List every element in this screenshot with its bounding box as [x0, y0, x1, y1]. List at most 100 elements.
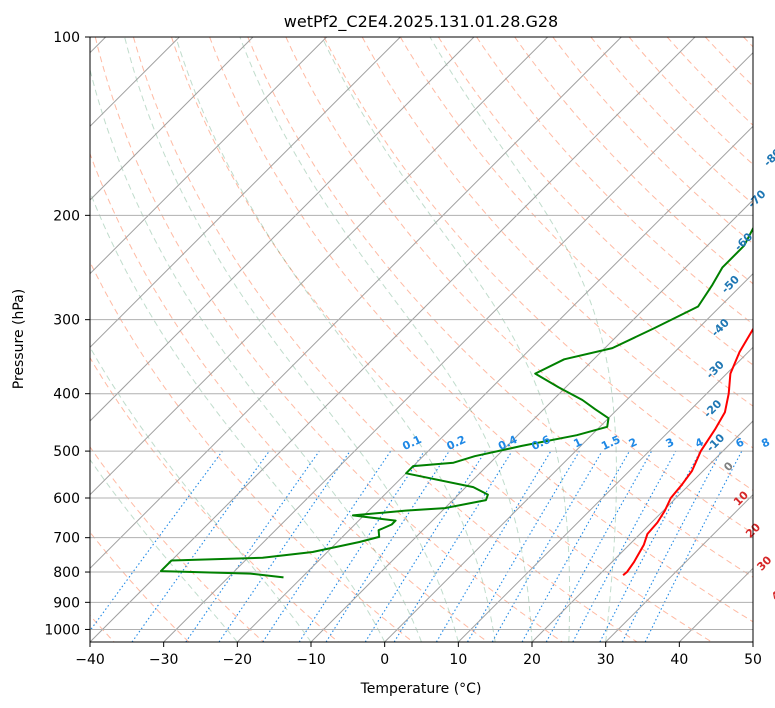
dewpoint-line [159, 226, 753, 579]
y-tick-label: 100 [53, 30, 80, 46]
dry-adiabat [90, 152, 488, 642]
background-lines [90, 37, 753, 642]
mixing-ratio-label: 1 [572, 435, 584, 450]
dry-adiabat-label: 30 [754, 553, 774, 573]
isotherm [90, 37, 328, 275]
mixing-ratio-label: 1.5 [599, 433, 622, 453]
mixing-ratio-line [90, 450, 223, 632]
dry-adiabat-label: -60 [732, 230, 755, 253]
isotherm [163, 51, 753, 642]
moist-adiabat [429, 37, 617, 642]
moist-adiabat [239, 37, 533, 642]
y-tick-label: 200 [53, 208, 80, 224]
dry-adiabat [247, 37, 753, 578]
mixing-ratio-label: 0.6 [529, 433, 552, 453]
moist-adiabat [175, 37, 496, 642]
mixing-ratio-line [644, 450, 743, 642]
mixing-ratio-line [545, 450, 653, 642]
x-tick-label: 30 [597, 652, 615, 668]
mixing-ratio-line [262, 450, 392, 642]
dry-adiabat [476, 37, 753, 325]
mixing-ratio-line [364, 450, 486, 642]
mixing-ratio-line [325, 450, 450, 642]
dry-adiabat [285, 37, 753, 535]
x-tick-label: 50 [744, 652, 762, 668]
y-tick-label: 500 [53, 444, 80, 460]
moist-adiabat [90, 190, 386, 642]
dry-adiabat [90, 531, 190, 642]
isotherm [310, 199, 753, 642]
dry-adiabat-label: -80 [761, 146, 775, 169]
x-tick-label: −40 [75, 652, 105, 668]
mixing-ratio-line [131, 450, 270, 642]
mixing-ratio-label: 3 [664, 435, 676, 450]
isotherm [605, 493, 753, 642]
x-axis: −40 −30 −20 −10 0 10 20 30 40 50 [75, 642, 762, 668]
mixing-ratio-line [521, 450, 630, 642]
dry-adiabat-label: -70 [745, 187, 768, 210]
profile-series [159, 226, 753, 579]
x-tick-label: 40 [670, 652, 688, 668]
isotherm [90, 37, 254, 201]
dry-adiabat [90, 356, 339, 642]
y-tick-label: 400 [53, 387, 80, 403]
dry-adiabat [514, 37, 753, 285]
mixing-ratio-line [298, 450, 425, 642]
y-tick-label: 600 [53, 491, 80, 507]
mixing-ratio-label: 0.2 [445, 433, 468, 453]
plot-frame [89, 36, 754, 643]
mixing-ratio-line [185, 450, 320, 642]
x-tick-label: 0 [380, 652, 389, 668]
y-tick-label: 700 [53, 531, 80, 547]
mixing-ratio-line [467, 450, 580, 642]
y-tick-label: 900 [53, 595, 80, 611]
isotherm [90, 37, 549, 496]
x-tick-label: 20 [523, 652, 541, 668]
dry-adiabat-label: 10 [731, 488, 751, 508]
mixing-ratio-line [393, 450, 513, 642]
moist-adiabat [90, 458, 238, 642]
isotherm [236, 125, 753, 642]
mixing-ratio-label: 6 [734, 435, 747, 450]
isotherm [90, 37, 401, 349]
dry-adiabat-label: 40 [769, 583, 775, 603]
isotherm [384, 272, 753, 642]
dry-adiabat [666, 37, 753, 126]
mixing-ratio-label: 8 [759, 435, 771, 450]
mixing-ratio-label: 0.1 [400, 433, 423, 453]
dry-adiabat [704, 37, 753, 87]
isotherm [90, 37, 622, 570]
x-axis-title: Temperature (°C) [360, 681, 482, 697]
y-tick-label: 1000 [44, 622, 80, 638]
dry-adiabat-label: -30 [704, 358, 727, 381]
isotherm [678, 567, 753, 642]
mixing-ratio-line [435, 450, 552, 642]
dry-adiabat [323, 37, 753, 491]
dry-adiabat [94, 37, 563, 642]
isotherm [90, 37, 475, 422]
x-tick-label: −20 [223, 652, 253, 668]
dry-adiabat [132, 37, 638, 642]
mixing-ratio-line [572, 450, 677, 642]
pressure-gridlines [90, 37, 753, 630]
moist-adiabat [90, 67, 422, 642]
chart-title: wetPf2_C2E4.2025.131.01.28.G28 [284, 12, 558, 32]
mixing-ratio-line [218, 450, 351, 642]
x-tick-label: −10 [296, 652, 326, 668]
dry-adiabat-label: -50 [719, 273, 742, 296]
isotherm [531, 420, 753, 642]
mixing-ratio-label: 2 [627, 435, 639, 450]
dry-adiabat [209, 37, 753, 623]
isotherm [752, 641, 753, 642]
y-tick-label: 800 [53, 565, 80, 581]
temperature-line [622, 327, 753, 576]
moist-adiabat [321, 37, 571, 642]
x-tick-label: 10 [449, 652, 467, 668]
dry-adiabat [437, 37, 753, 366]
moist-adiabat [124, 37, 459, 642]
dry-adiabat [743, 37, 753, 48]
y-axis-title: Pressure (hPa) [11, 289, 27, 389]
x-tick-label: −30 [149, 652, 179, 668]
dry-adiabat [90, 446, 264, 642]
